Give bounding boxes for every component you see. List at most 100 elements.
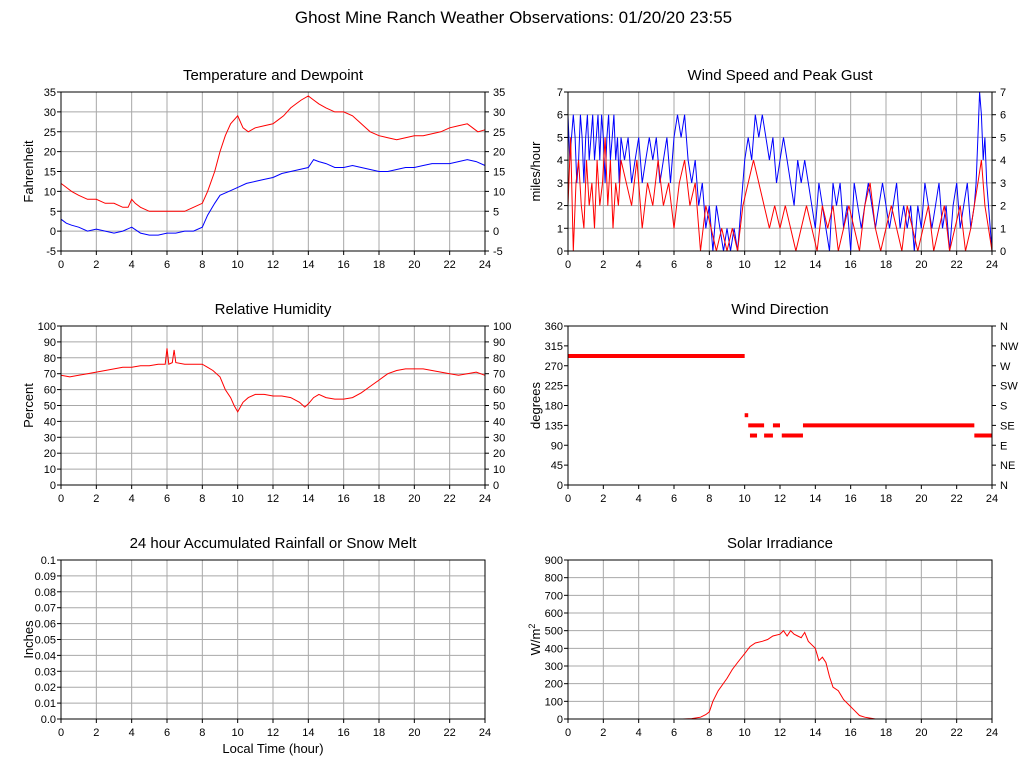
y-tick-label: 4 <box>557 155 563 167</box>
y-tick-label-right: W <box>1000 361 1011 373</box>
x-tick-label: 0 <box>565 727 571 739</box>
page-title: Ghost Mine Ranch Weather Observations: 0… <box>294 8 733 27</box>
y-tick-label-right: 35 <box>493 87 505 99</box>
y-tick-label: 0 <box>557 714 563 726</box>
y-axis-label: Percent <box>21 383 36 428</box>
x-tick-label: 2 <box>600 259 606 271</box>
chart-title: 24 hour Accumulated Rainfall or Snow Mel… <box>130 535 418 552</box>
x-tick-label: 18 <box>373 493 385 505</box>
y-tick-label: 0.09 <box>35 571 56 583</box>
y-tick-label: 10 <box>44 186 56 198</box>
y-tick-label: 40 <box>44 416 56 428</box>
y-tick-label: 2 <box>557 201 563 213</box>
x-tick-label: 22 <box>951 727 963 739</box>
y-tick-label: 6 <box>557 110 563 122</box>
x-tick-label: 4 <box>636 493 642 505</box>
y-tick-label-right: 60 <box>493 385 505 397</box>
y-tick-label-right: SE <box>1000 420 1015 432</box>
chart-temp: 0 2 4 6 8 10 12 14 16 18 20 22 24-505101520253035-50… <box>21 67 505 271</box>
y-axis-label-superscript: 2 <box>527 624 537 629</box>
y-tick-label: 300 <box>545 661 563 673</box>
y-axis-label: W/m2 <box>527 624 543 656</box>
y-tick-label-right: 40 <box>493 416 505 428</box>
y-tick-label-right: 4 <box>1000 155 1006 167</box>
series-line-0 <box>60 348 486 413</box>
plot-area <box>568 326 992 485</box>
x-tick-label: 6 <box>671 493 677 505</box>
series-line-0 <box>568 629 992 720</box>
x-tick-label: 14 <box>809 259 821 271</box>
y-tick-label: 135 <box>545 420 563 432</box>
y-axis-label: degrees <box>528 382 543 429</box>
y-tick-label-right: 30 <box>493 107 505 119</box>
x-tick-label: 20 <box>915 493 927 505</box>
x-tick-label: 8 <box>199 259 205 271</box>
y-tick-label: 700 <box>545 590 563 602</box>
x-tick-label: 16 <box>338 259 350 271</box>
x-tick-label: 0 <box>565 493 571 505</box>
x-tick-label: 16 <box>338 727 350 739</box>
x-tick-label: 18 <box>373 259 385 271</box>
y-tick-label-right: 10 <box>493 186 505 198</box>
y-tick-label-right: 5 <box>1000 132 1006 144</box>
y-tick-label: 0 <box>557 480 563 492</box>
x-tick-label: 14 <box>809 727 821 739</box>
y-tick-label-right: 80 <box>493 353 505 365</box>
x-tick-label: 0 <box>58 727 64 739</box>
y-tick-label: 80 <box>44 353 56 365</box>
x-tick-label: 12 <box>774 259 786 271</box>
y-tick-label-right: N <box>1000 480 1008 492</box>
y-tick-label: 90 <box>44 337 56 349</box>
y-tick-label: 0.0 <box>41 714 56 726</box>
chart-title: Temperature and Dewpoint <box>183 67 364 84</box>
x-tick-label: 6 <box>671 259 677 271</box>
y-tick-label: 600 <box>545 608 563 620</box>
x-tick-label: 2 <box>93 493 99 505</box>
y-tick-label: 0.07 <box>35 603 56 615</box>
y-tick-label-right: -5 <box>493 246 503 258</box>
y-tick-label: 0.04 <box>35 650 56 662</box>
y-tick-label: 400 <box>545 643 563 655</box>
y-tick-label-right: NW <box>1000 341 1019 353</box>
x-tick-label: 14 <box>302 727 314 739</box>
x-tick-label: 22 <box>444 493 456 505</box>
y-tick-label: 5 <box>557 132 563 144</box>
y-tick-label-right: 25 <box>493 127 505 139</box>
series-line-1 <box>567 137 993 252</box>
x-tick-label: 18 <box>373 727 385 739</box>
y-tick-label: 100 <box>38 321 56 333</box>
y-tick-label: 0.01 <box>35 698 56 710</box>
y-tick-label: 70 <box>44 369 56 381</box>
x-tick-label: 6 <box>164 259 170 271</box>
y-tick-label-right: N <box>1000 321 1008 333</box>
x-tick-label: 4 <box>129 493 135 505</box>
x-axis-label: Local Time (hour) <box>222 741 323 756</box>
y-tick-label: 30 <box>44 432 56 444</box>
x-tick-label: 6 <box>671 727 677 739</box>
x-tick-label: 12 <box>774 493 786 505</box>
x-tick-label: 2 <box>93 727 99 739</box>
x-tick-label: 14 <box>809 493 821 505</box>
x-tick-label: 10 <box>232 727 244 739</box>
y-axis-label: miles/hour <box>528 141 543 202</box>
y-tick-label: 500 <box>545 626 563 638</box>
y-tick-label: 1 <box>557 223 563 235</box>
y-tick-label-right: 20 <box>493 147 505 159</box>
y-tick-label: 50 <box>44 401 56 413</box>
y-tick-label: 0.08 <box>35 587 56 599</box>
y-tick-label: 225 <box>545 381 563 393</box>
x-tick-label: 0 <box>565 259 571 271</box>
x-tick-label: 22 <box>444 259 456 271</box>
y-tick-label-right: 2 <box>1000 201 1006 213</box>
x-tick-label: 16 <box>845 727 857 739</box>
x-tick-label: 24 <box>479 259 491 271</box>
x-tick-label: 20 <box>915 259 927 271</box>
x-tick-label: 4 <box>129 727 135 739</box>
y-tick-label: 0.1 <box>41 555 56 567</box>
y-tick-label: 20 <box>44 448 56 460</box>
y-tick-label: 35 <box>44 87 56 99</box>
chart-rain: 0 2 4 6 8 10 12 14 16 18 20 22 240.00.010.020.030.04… <box>21 535 491 756</box>
y-tick-label-right: NE <box>1000 460 1015 472</box>
y-axis-label: Inches <box>21 620 36 659</box>
x-tick-label: 6 <box>164 727 170 739</box>
